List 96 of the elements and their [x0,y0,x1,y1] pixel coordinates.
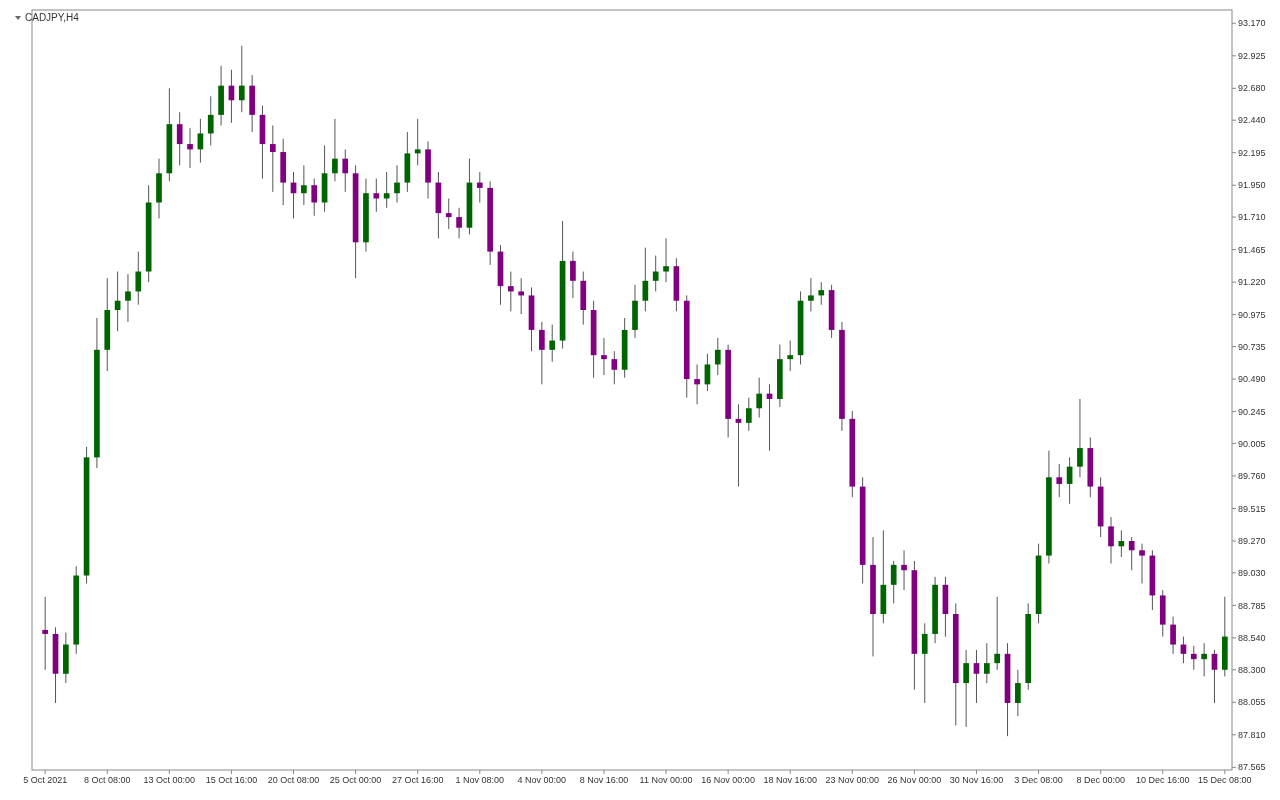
y-tick-label: 91.220 [1238,277,1266,288]
y-tick-label: 93.170 [1238,18,1266,29]
candlestick [332,118,338,182]
x-tick-label: 5 Oct 2021 [23,775,68,785]
candlestick [745,397,752,432]
y-tick-label: 88.300 [1238,664,1266,675]
candlestick [414,118,421,166]
candlestick [808,277,814,312]
y-tick-label: 90.490 [1238,374,1266,385]
x-tick-label: 27 Oct 16:00 [391,775,444,785]
candlestick [890,560,897,604]
x-tick-label: 8 Nov 16:00 [579,775,629,785]
candlestick [1108,516,1114,565]
y-tick-label: 91.710 [1238,212,1266,223]
x-tick-label: 30 Nov 16:00 [949,775,1004,785]
candlestick [456,207,462,239]
y-tick-label: 92.195 [1238,147,1266,158]
x-tick-label: 23 Nov 00:00 [825,775,880,785]
chart-title: CADJPY,H4 [25,12,80,23]
candlestick [714,337,721,376]
candlestick [787,340,794,372]
x-tick-label: 1 Nov 08:00 [455,775,505,785]
candlestick [476,171,483,203]
candlestick [1056,463,1063,498]
y-tick-label: 90.735 [1238,341,1266,352]
x-tick-label: 18 Nov 16:00 [763,775,817,785]
candlestick [269,124,276,193]
candlestick [539,321,545,385]
candlestick [125,273,131,323]
candlestick [694,363,700,405]
candlestick [1015,669,1021,717]
candlestick [1170,616,1176,655]
candlestick [1139,543,1145,584]
candlestick [187,127,193,169]
x-tick-label: 26 Nov 00:00 [887,775,942,785]
x-tick-label: 3 Dec 08:00 [1014,775,1063,785]
candlestick [663,237,669,283]
candlestick [176,111,183,166]
candlestick [373,178,380,213]
y-tick-label: 88.055 [1238,697,1266,708]
candlestick [445,198,452,230]
y-tick-label: 90.245 [1238,406,1266,417]
candlestick [818,281,825,306]
x-tick-label: 15 Oct 16:00 [205,775,258,785]
candlestick [601,337,607,376]
candlestick [1077,398,1083,478]
candlestick [1201,642,1207,677]
x-tick-label: 20 Oct 08:00 [267,775,320,785]
candlestick [983,642,990,684]
y-tick-label: 90.005 [1238,438,1266,449]
candlestick [238,45,245,113]
y-tick-label: 89.030 [1238,568,1266,579]
candlestick [756,377,763,419]
x-tick-label: 10 Dec 16:00 [1135,775,1190,785]
x-tick-label: 13 Oct 00:00 [143,775,196,785]
x-tick-label: 4 Nov 00:00 [517,775,567,785]
candlestick [383,171,390,209]
y-tick-label: 91.465 [1238,244,1266,255]
y-tick-label: 91.950 [1238,180,1266,191]
candlestick [570,251,576,299]
x-tick-label: 8 Dec 00:00 [1076,775,1125,785]
candlestick [963,649,969,728]
y-tick-label: 92.440 [1238,115,1266,126]
candlestick [311,178,318,217]
candlestick [611,350,618,385]
candlestick [1128,536,1135,571]
y-tick-label: 88.785 [1238,600,1266,611]
candlestick [1190,645,1197,671]
y-tick-label: 88.540 [1238,633,1266,644]
y-tick-label: 89.760 [1238,471,1266,482]
candlestick [994,596,1001,671]
candlestick [518,277,525,315]
candlestick [42,596,49,671]
candlestick [507,271,514,312]
candlestick [921,622,928,704]
y-tick-label: 89.515 [1238,503,1266,514]
candlestick [394,164,400,203]
candlestick [652,255,659,292]
y-tick-label: 89.270 [1238,536,1266,547]
candlestick [207,95,214,146]
y-tick-label: 87.810 [1238,729,1266,740]
x-tick-label: 8 Oct 08:00 [84,775,131,785]
candlestick [301,164,307,206]
candlestick [342,148,349,193]
x-tick-label: 16 Nov 00:00 [701,775,755,785]
x-tick-label: 25 Oct 00:00 [329,775,382,785]
candlestick [549,324,556,363]
candlestick [135,251,142,306]
x-tick-label: 11 Nov 00:00 [639,775,693,785]
candlestick [901,549,907,591]
y-tick-label: 92.925 [1238,50,1266,61]
y-tick-label: 90.975 [1238,309,1266,320]
x-tick-label: 15 Dec 08:00 [1198,775,1252,785]
y-tick-label: 92.680 [1238,83,1266,94]
y-tick-label: 87.565 [1238,762,1266,773]
candlestick [973,649,980,704]
